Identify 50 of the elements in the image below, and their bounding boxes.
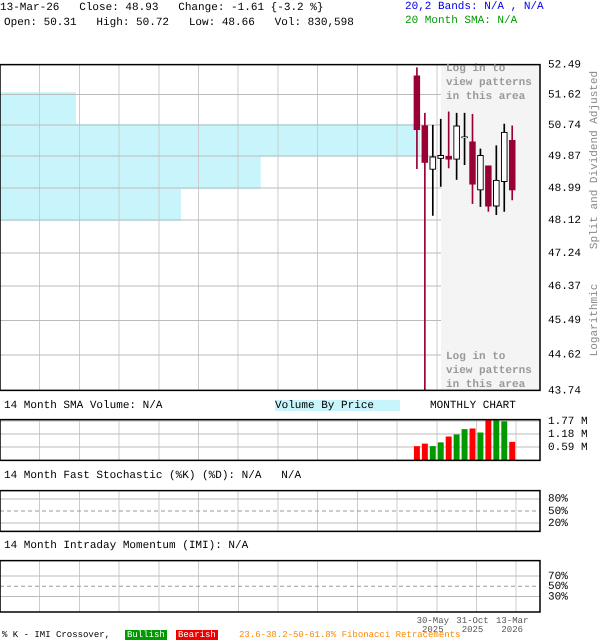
y-tick-label: 1.77 M bbox=[548, 416, 588, 428]
text: 23.6-38.2-50-61.8% Fibonacci Retracements bbox=[239, 630, 460, 640]
bar bbox=[430, 446, 436, 460]
bar bbox=[493, 420, 500, 460]
y-tick-label: 47.24 bbox=[548, 248, 582, 260]
y-tick-label: 80% bbox=[548, 494, 568, 506]
text: Bearish bbox=[176, 630, 218, 640]
bar bbox=[414, 446, 420, 460]
y-tick-label: 70% bbox=[548, 570, 568, 583]
y-tick-label: 20% bbox=[548, 518, 568, 530]
chart-title: 14 Month Fast Stochastic (%K) (%D): N/A N/A bbox=[4, 470, 302, 482]
y-tick-label: 1.18 M bbox=[548, 429, 588, 441]
chart-subtitle: Open: 50.31 High: 50.72 Low: 48.66 Vol: 830,598 bbox=[4, 17, 354, 29]
text: 20 Month SMA: N/A bbox=[405, 15, 518, 27]
text: Volume By Price bbox=[275, 400, 400, 412]
bar bbox=[477, 432, 484, 460]
x-tick-label: 13-Mar 2026 bbox=[496, 616, 528, 635]
text: % K - IMI Crossover, bbox=[2, 630, 110, 640]
text: MONTHLY CHART bbox=[430, 400, 516, 412]
y-tick-label: 50.74 bbox=[548, 120, 582, 132]
bar bbox=[454, 434, 460, 460]
text: 20,2 Bands: N/A , N/A bbox=[405, 1, 544, 13]
y-tick-label: 52.49 bbox=[548, 60, 582, 72]
bar bbox=[422, 444, 428, 460]
chart-title: 14 Month Intraday Momentum (IMI): N/A bbox=[4, 540, 248, 552]
y-tick-label: 48.99 bbox=[548, 182, 582, 195]
y-tick-label: 45.49 bbox=[548, 315, 582, 328]
bar bbox=[462, 429, 468, 460]
y-tick-label: 46.37 bbox=[548, 280, 582, 293]
y-tick-label: 48.12 bbox=[548, 214, 582, 227]
text: Logarithmic bbox=[589, 284, 600, 356]
y-axis-title: Split and Dividend Adjusted bbox=[589, 70, 600, 250]
text: Bullish bbox=[125, 630, 167, 640]
y-tick-label: 44.62 bbox=[548, 350, 582, 362]
y-tick-label: 0.59 M bbox=[548, 442, 588, 454]
chart-title: 13-Mar-26 Close: 48.93 Change: -1.61 {-3.2 %} bbox=[0, 2, 324, 14]
y-tick-label: 51.62 bbox=[548, 89, 582, 102]
y-tick-label: 49.87 bbox=[548, 150, 582, 163]
bar bbox=[446, 436, 452, 460]
bar bbox=[470, 428, 476, 460]
chart-title: 14 Month SMA Volume: N/A bbox=[4, 400, 162, 412]
bar bbox=[509, 442, 516, 460]
bar bbox=[501, 421, 508, 460]
bar bbox=[485, 420, 492, 460]
annotation: Log in to view patterns in this area bbox=[446, 350, 533, 392]
y-tick-label: 30% bbox=[548, 591, 568, 604]
y-tick-label: 50% bbox=[548, 581, 568, 594]
annotation: Log in to view patterns in this area bbox=[446, 62, 533, 104]
y-tick-label: 43.74 bbox=[548, 385, 582, 398]
y-tick-label: 50% bbox=[548, 506, 568, 518]
